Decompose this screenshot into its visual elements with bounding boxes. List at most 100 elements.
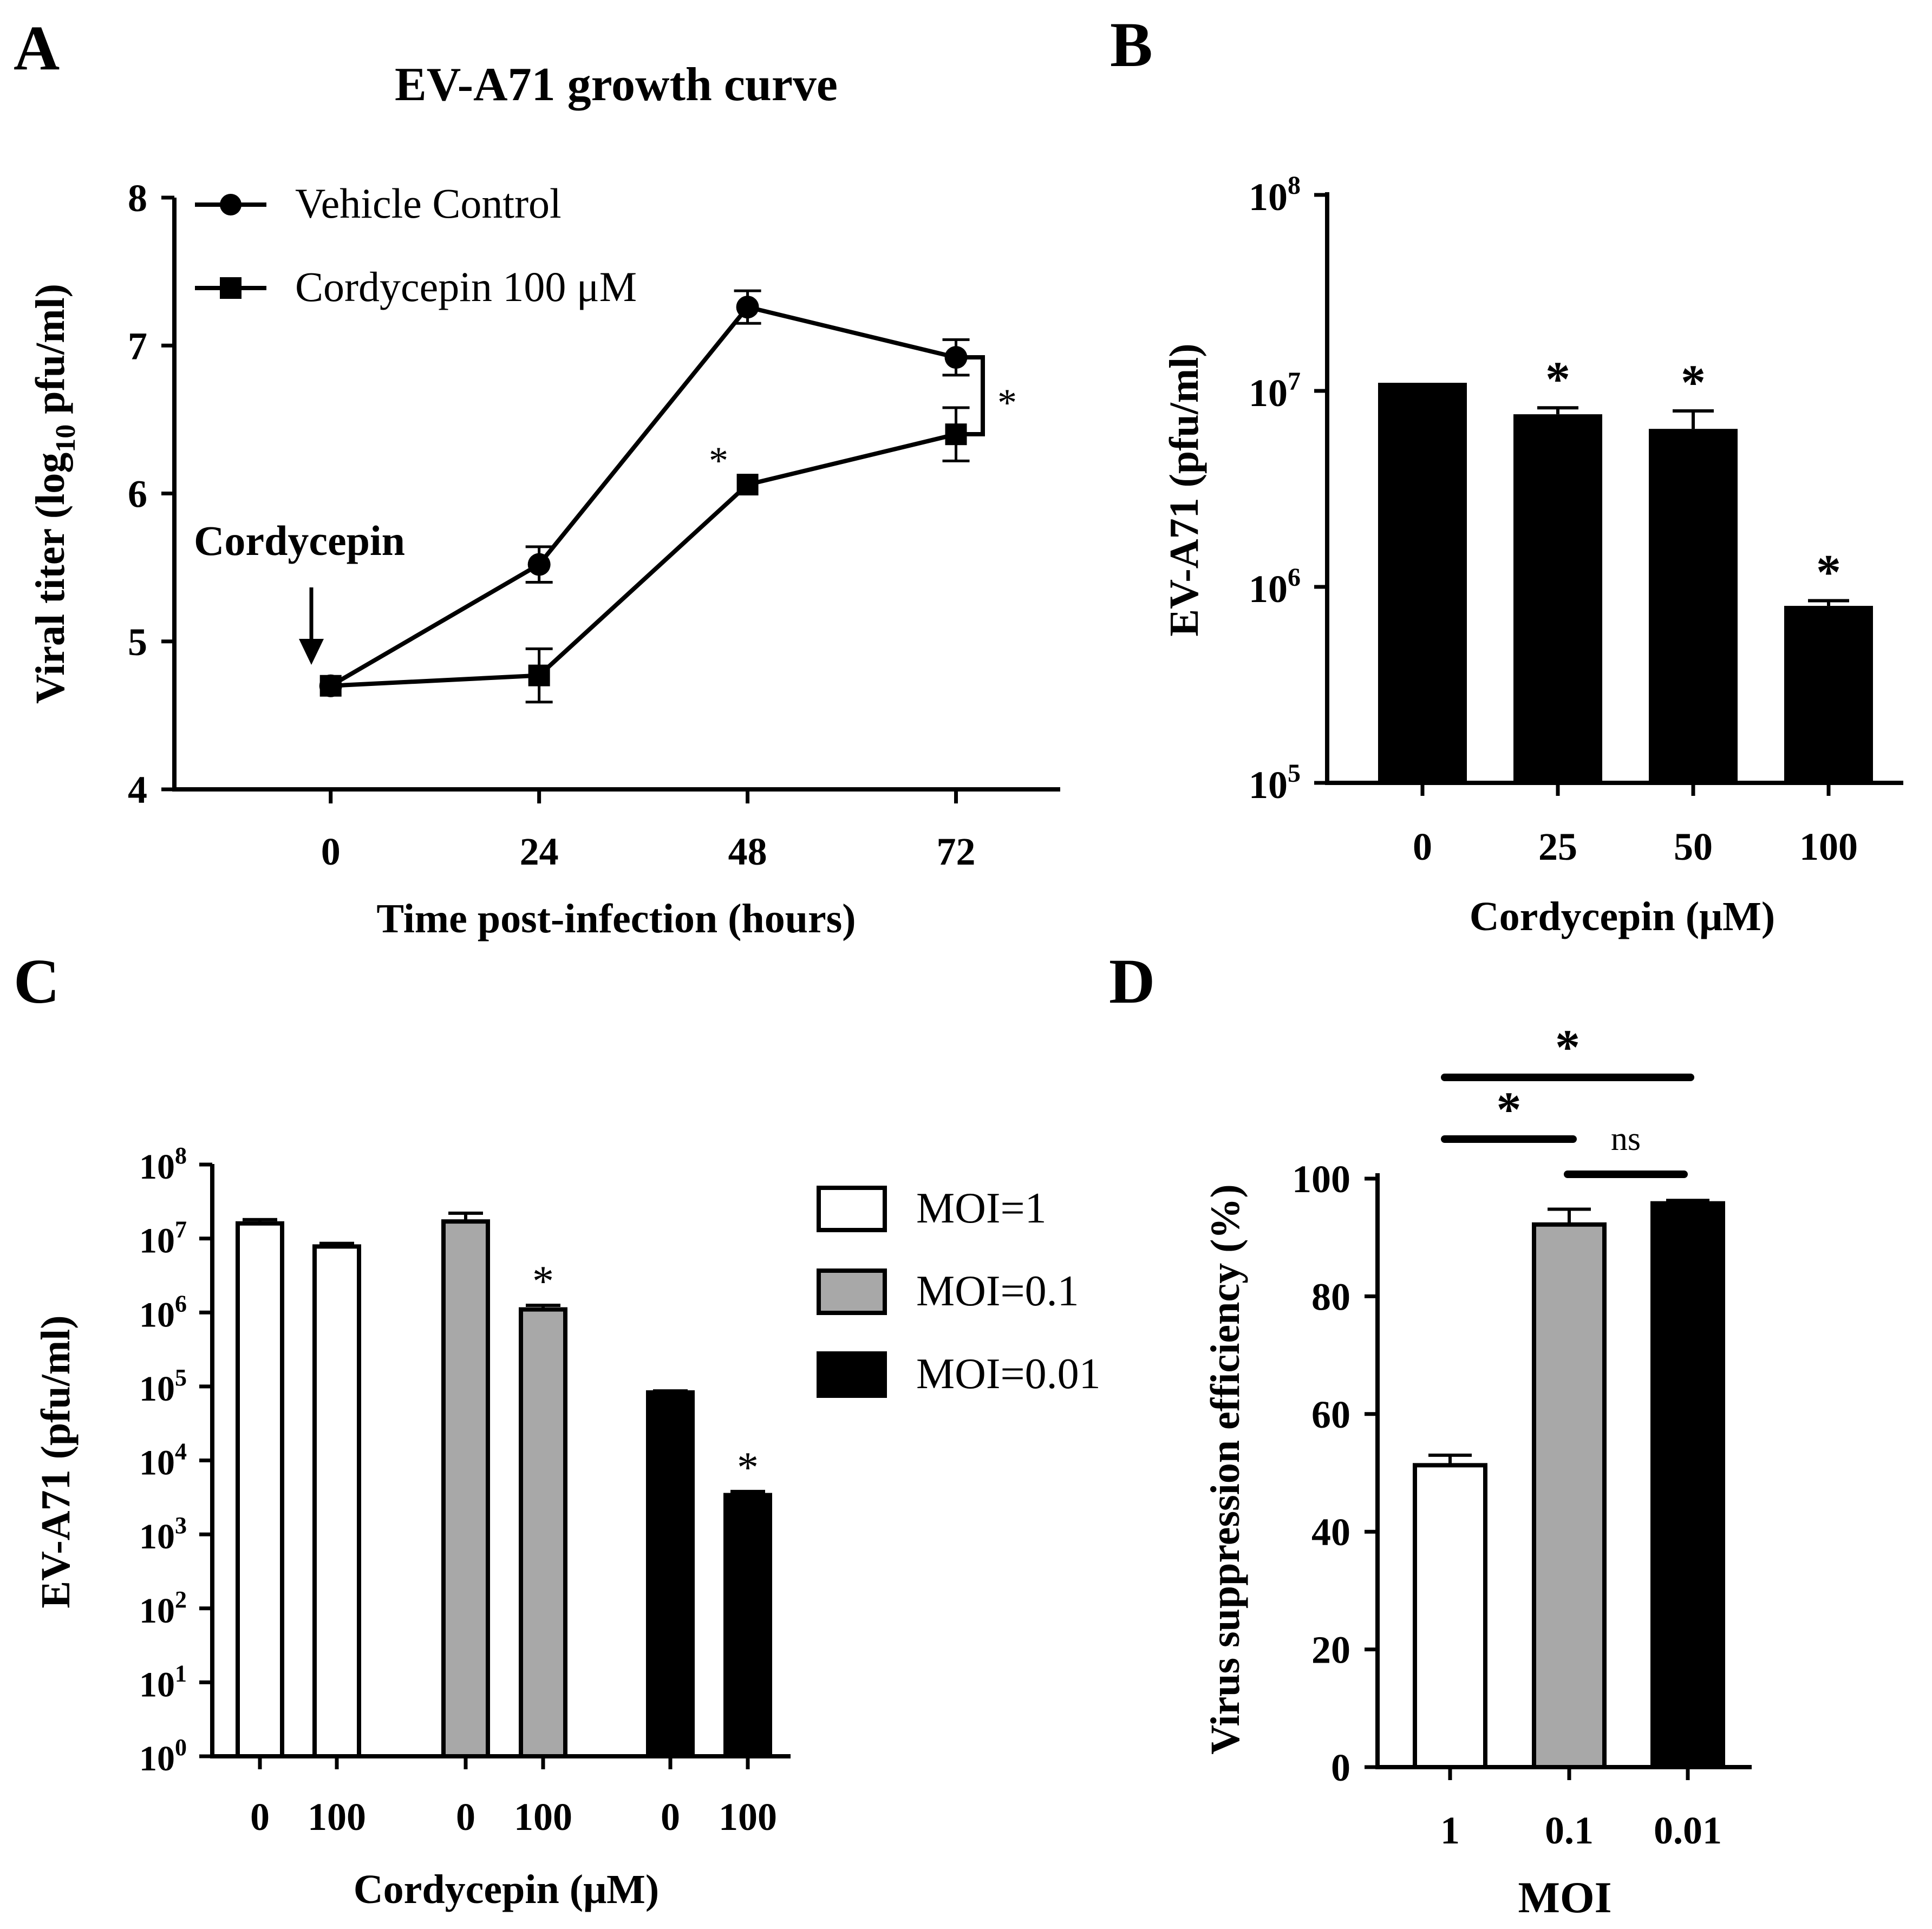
bar-group-item (646, 1389, 695, 1758)
panel-c-y-tick-label: 107 (139, 1217, 187, 1261)
comparison-label: ns (1611, 1121, 1641, 1158)
significance-star: * (1545, 351, 1570, 407)
legend-swatch (817, 1186, 887, 1232)
panel-d-y-label: Virus suppression efficiency (%) (1203, 1184, 1248, 1754)
panel-b-bar-0 (1378, 383, 1467, 783)
legend-swatch (817, 1268, 887, 1315)
error-bar (1537, 406, 1578, 415)
legend-marker-circle (220, 194, 241, 215)
legend-item-moi-1: MOI=1 (817, 1185, 1047, 1232)
panel-a-y-axis: 4 5 6 7 8 (128, 176, 177, 812)
panel-d-comparison-2: * (1441, 1082, 1577, 1143)
legend-item-vehicle-control: Vehicle Control (195, 180, 562, 227)
panel-d-y-tick-label: 0 (1331, 1746, 1350, 1789)
panel-b-y-tick-label: 108 (1249, 171, 1301, 219)
panel-c-y-label: EV-A71 (pfu/ml) (33, 1315, 79, 1608)
panel-d-y-tick-label: 40 (1311, 1510, 1350, 1554)
panel-b-bar-25: * (1513, 351, 1602, 783)
panel-a-x-tick-label: 0 (321, 830, 341, 873)
bar (1650, 1201, 1725, 1769)
panel-b-y-label: EV-A71 (pfu/ml) (1161, 343, 1207, 636)
panel-a-treatment-label: Cordycepin (194, 517, 405, 564)
bar (723, 1493, 772, 1759)
panel-letter-b: B (1110, 9, 1153, 80)
panel-d: 0 20 40 60 80 100 1 0.1 0.01 * * ns Virus suppres… (1203, 1019, 1752, 1922)
panel-a-series-cordycepin (319, 406, 970, 704)
legend-item-moi-3: MOI=0.01 (817, 1350, 1101, 1398)
panel-b-bar-100: * (1784, 545, 1873, 783)
error-bar (1673, 409, 1714, 429)
panel-c-x-tick-label: 100 (514, 1795, 572, 1839)
significance-star: * (737, 1444, 759, 1492)
panel-b-x-axis: 0 25 50 100 (1325, 781, 1903, 868)
bar (1513, 414, 1602, 783)
panel-c-y-tick-label: 104 (139, 1438, 187, 1483)
panel-a-y-label-part2: pfu/ml) (28, 284, 73, 424)
panel-c-x-tick-label: 0 (250, 1795, 270, 1839)
bar-group-item: * (723, 1444, 772, 1759)
panel-a-bracket-star: * (997, 381, 1017, 424)
panel-d-x-tick-label: 0.1 (1545, 1809, 1594, 1852)
panel-c-y-axis: 100 101 102 103 104 105 106 107 108 (139, 1142, 214, 1778)
panel-b-y-tick-label: 106 (1249, 563, 1301, 611)
data-point (319, 675, 342, 697)
panel-d-y-tick-label: 80 (1311, 1275, 1350, 1318)
panel-c-group-moi-1 (236, 1218, 361, 1759)
panel-d-bar-moi-0.01 (1650, 1199, 1725, 1769)
panel-a-legend: Vehicle Control Cordycepin 100 μM (195, 180, 637, 310)
panel-a-series-vehicle-control (319, 289, 970, 697)
bar (1784, 606, 1873, 783)
bar-group-item (236, 1218, 284, 1758)
legend-marker-square (220, 277, 241, 299)
panel-d-x-label: MOI (1518, 1873, 1611, 1922)
panel-letter-a: A (14, 12, 60, 83)
legend-item-cordycepin: Cordycepin 100 μM (195, 263, 637, 310)
legend-label: MOI=0.1 (916, 1267, 1079, 1315)
panel-a-y-tick-label: 6 (128, 473, 147, 516)
panel-c-group-moi-2: * (441, 1211, 567, 1758)
error-bar (1548, 1207, 1591, 1225)
panel-d-x-axis: 1 0.1 0.01 (1375, 1765, 1752, 1852)
comparison-label: * (1555, 1019, 1580, 1075)
panel-c-y-tick-label: 101 (139, 1660, 187, 1704)
panel-c-y-tick-label: 105 (139, 1364, 187, 1409)
bar (646, 1390, 695, 1758)
panel-c-y-tick-label: 103 (139, 1512, 187, 1557)
legend-label-vehicle-control: Vehicle Control (295, 180, 562, 227)
panel-b-y-tick-label: 107 (1249, 367, 1301, 415)
panel-c-x-axis: 0 100 0 100 0 100 (210, 1754, 791, 1839)
bar (236, 1221, 284, 1758)
panel-a-significance-bracket (949, 355, 985, 436)
panel-letter-d: D (1109, 946, 1155, 1017)
legend-swatch (817, 1351, 887, 1398)
panel-c-y-tick-label: 108 (139, 1142, 187, 1187)
error-bar (1808, 599, 1849, 606)
panel-b-y-axis: 105 106 107 108 (1249, 171, 1329, 807)
data-point (527, 553, 551, 576)
significance-star: * (1681, 355, 1706, 410)
panel-c-y-tick-label: 106 (139, 1290, 187, 1335)
panel-a-x-tick-label: 48 (728, 830, 767, 873)
panel-a: EV-A71 growth curve 4 5 6 7 8 0 24 48 72 Viral … (28, 58, 1060, 941)
comparison-label: * (1497, 1082, 1522, 1137)
legend-label: MOI=1 (916, 1185, 1047, 1232)
panel-c-y-tick-label: 102 (139, 1586, 187, 1631)
panel-c-x-tick-label: 100 (308, 1795, 366, 1839)
panel-a-y-tick-label: 8 (128, 176, 147, 220)
panel-d-comparison-1: * (1441, 1019, 1694, 1081)
significance-star: * (1816, 545, 1841, 600)
panel-b-x-tick-label: 100 (1799, 825, 1858, 868)
panel-a-treatment-arrow (299, 587, 324, 665)
panel-a-y-tick-label: 5 (128, 620, 147, 664)
significance-star: * (532, 1258, 554, 1305)
bar (1649, 429, 1738, 783)
legend-label-cordycepin: Cordycepin 100 μM (295, 263, 637, 310)
panel-b-y-tick-label: 105 (1249, 759, 1301, 807)
legend-item-moi-2: MOI=0.1 (817, 1267, 1079, 1315)
panel-b: 105 106 107 108 0 25 50 100 * * * EV-A71 (pfu/ml… (1161, 171, 1903, 939)
panel-d-bar-moi-1 (1413, 1453, 1487, 1769)
bar (441, 1219, 490, 1758)
panel-b-x-tick-label: 0 (1413, 825, 1432, 868)
series-line (329, 304, 957, 688)
panel-b-x-label: Cordycepin (μM) (1470, 894, 1775, 939)
